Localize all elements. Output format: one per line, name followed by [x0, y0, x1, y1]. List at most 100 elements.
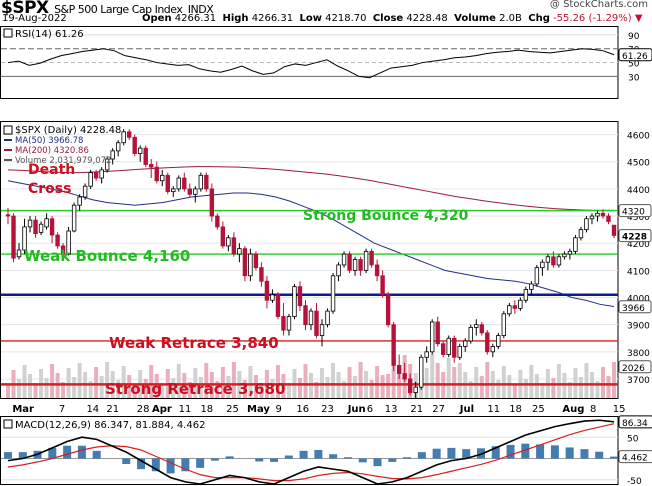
- volume-bar: [529, 365, 534, 398]
- candle-body: [138, 147, 143, 154]
- volume-bar: [314, 382, 319, 398]
- candle-body: [66, 230, 71, 255]
- x-tick-label: 8: [590, 404, 596, 415]
- volume-bar: [50, 364, 55, 398]
- candle: [584, 216, 589, 233]
- ma200-line: [7, 166, 615, 211]
- price-tick-label: 3900: [627, 322, 650, 332]
- candle-body: [297, 286, 303, 307]
- candle-body: [534, 267, 540, 285]
- candle: [600, 209, 606, 219]
- candle: [49, 216, 55, 244]
- candle-body: [270, 294, 275, 301]
- candle-body: [171, 188, 176, 193]
- annotation-label: Strong Retrace 3,680: [105, 380, 285, 398]
- candle: [341, 251, 347, 268]
- candle: [424, 346, 429, 363]
- candle-body: [99, 169, 104, 179]
- x-tick-label: 21: [410, 404, 423, 415]
- candle-body: [248, 253, 253, 277]
- change-down-arrow-icon: ▼: [634, 13, 643, 24]
- candle-body: [562, 253, 567, 258]
- macd-panel: [0, 416, 619, 485]
- price-tick-label: 4400: [627, 186, 650, 196]
- annotation-label: Weak Bounce 4,160: [24, 247, 190, 265]
- volume-bar: [270, 379, 275, 398]
- candle: [209, 183, 215, 222]
- candle: [418, 354, 424, 390]
- candle-body: [363, 250, 369, 271]
- volume-bar: [176, 364, 181, 398]
- candle-body: [27, 219, 33, 228]
- volume-bar: [556, 364, 561, 398]
- price-tick-label: 3700: [627, 376, 650, 386]
- price-tick-label: 4600: [627, 132, 650, 142]
- price-value-tag: [618, 360, 652, 374]
- candle-body: [496, 335, 501, 347]
- volume-bar: [534, 374, 539, 398]
- macd-histogram-bar: [536, 444, 545, 459]
- low-label: Low: [299, 13, 322, 24]
- candle-body: [165, 174, 170, 193]
- macd-histogram-bar: [270, 458, 279, 462]
- x-tick-label: 18: [509, 404, 522, 415]
- macd-histogram-bar: [595, 451, 604, 459]
- candle: [501, 311, 507, 339]
- volume-bar: [551, 378, 556, 398]
- candle: [551, 251, 556, 268]
- volume-bar: [446, 358, 451, 398]
- x-tick-label: Jun: [347, 404, 366, 415]
- legend-entry: MA(50) 3966.78: [15, 136, 83, 146]
- candle: [77, 194, 82, 211]
- candle: [11, 213, 16, 263]
- change-value: -55.26 (-1.29%): [553, 13, 632, 24]
- candle-body: [319, 324, 325, 336]
- price-tick-label: 4300: [627, 213, 650, 223]
- candle: [446, 335, 451, 358]
- x-tick-label: 25: [532, 404, 545, 415]
- volume-bar: [485, 362, 490, 398]
- candle: [407, 373, 413, 396]
- volume-bar: [253, 375, 258, 398]
- macd-value-tag-text: 86.34: [622, 419, 648, 429]
- candle: [380, 270, 385, 298]
- x-tick-label: 11: [487, 404, 500, 415]
- x-tick-label: Aug: [562, 404, 584, 415]
- candle-body: [292, 286, 297, 317]
- candle-body: [16, 249, 22, 258]
- candle: [104, 156, 110, 173]
- candle: [44, 213, 49, 230]
- candle-body: [71, 204, 77, 232]
- macd-histogram-bar: [447, 447, 456, 459]
- volume-bar: [606, 376, 611, 398]
- x-tick-label: 28: [137, 404, 150, 415]
- candle: [396, 354, 402, 379]
- candle-body: [330, 275, 336, 312]
- candle-body: [402, 373, 407, 380]
- volume-bar: [303, 364, 308, 398]
- candle-body: [215, 215, 220, 228]
- volume-bar: [452, 367, 457, 398]
- candle: [22, 218, 27, 255]
- macd-histogram-bar: [314, 450, 323, 459]
- rsi-legend: RSI(14) 61.26: [15, 29, 84, 40]
- annotation-label: Death: [28, 162, 75, 178]
- candle-body: [5, 214, 11, 217]
- candle-body: [303, 305, 308, 326]
- volume-bar: [160, 383, 165, 398]
- candle: [297, 281, 303, 312]
- candle: [485, 330, 490, 355]
- candle-body: [55, 234, 60, 247]
- candle: [573, 235, 578, 255]
- candle: [110, 148, 115, 165]
- rsi-value-tag-text: 61.26: [622, 52, 648, 62]
- volume-bar: [61, 382, 66, 398]
- candle-body: [275, 294, 281, 317]
- candle-body: [529, 283, 534, 290]
- candle-body: [198, 174, 204, 190]
- macd-legend: MACD(12,26,9) 86.347, 81.884, 4.462: [15, 420, 205, 431]
- candle: [545, 254, 551, 271]
- candle: [589, 213, 595, 225]
- macd-histogram-bar: [491, 446, 500, 459]
- candle: [281, 302, 286, 336]
